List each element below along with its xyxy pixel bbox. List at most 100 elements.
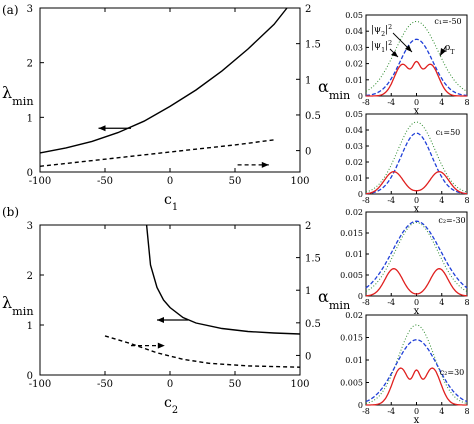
y-tick-label: 0.04 [345,126,363,135]
y2-axis-label: αmin [318,287,350,312]
y2-tick-label: 0.5 [305,319,321,330]
x-tick-label: 0 [414,196,419,205]
y2-tick-label: 1 [305,286,311,297]
arrow-head [261,161,269,168]
inset-legend: c₂=30 [440,368,465,377]
y-tick-label: 0 [27,371,33,382]
dotted-green-curve [365,21,468,92]
x-tick-label: 4 [439,196,444,205]
x-tick-label: -4 [387,407,395,416]
y-tick-label: 0.01 [345,174,363,183]
y2-tick-label: 0 [305,147,311,158]
solid-red-curve [365,268,468,297]
dotted-green-curve [365,221,468,292]
annot-psi2: |ψ2|2 [371,24,392,38]
series-line-solid [145,224,301,335]
y-tick-label: 0.005 [340,379,363,388]
x-tick-label: -8 [362,98,370,107]
panel-label: (b) [2,205,19,219]
series-line-dashed [104,335,301,368]
inset-legend: c₁=50 [436,128,461,137]
dashed-blue-curve [365,38,468,97]
y-tick-label: 2 [27,271,33,282]
y-tick-label: 0.01 [345,250,363,259]
y2-tick-label: 1.5 [305,40,321,51]
y-tick-label: 0.05 [345,11,363,20]
series-line-solid [39,7,288,154]
y-tick-label: 0.05 [345,110,363,119]
x-tick-label: -50 [97,176,113,187]
x-tick-label: 8 [464,196,469,205]
x-axis-label: x [414,306,420,317]
inset-legend: c₁=-50 [434,17,461,26]
arrow-head [157,317,164,323]
x-tick-label: 4 [439,98,444,107]
dotted-green-curve [365,121,468,193]
y-tick-label: 0 [358,92,363,101]
x-axis-label: c1 [164,192,178,213]
annot-arrow-head [405,45,412,52]
y-tick-label: 3 [27,221,33,232]
x-tick-label: -4 [387,98,395,107]
y-axis-label: λmin [2,83,34,108]
annot-arrow-head [391,51,398,57]
y-tick-label: 0.02 [345,158,363,167]
y-tick-label: 1 [27,321,33,332]
inset-frame [365,314,468,406]
x-tick-label: -8 [362,298,370,307]
y2-tick-label: 1 [305,75,311,86]
y-tick-label: 0.015 [340,229,363,238]
y-tick-label: 0.015 [340,334,363,343]
y-tick-label: 0 [358,401,363,410]
y-tick-label: 0 [358,190,363,199]
annot-rhoT: ρT [445,43,455,56]
x-tick-label: -100 [29,379,51,390]
x-tick-label: -50 [97,379,113,390]
dotted-green-curve [365,324,468,404]
x-tick-label: 50 [229,176,242,187]
y2-axis-label: αmin [318,77,350,102]
x-tick-label: 100 [290,176,309,187]
x-axis-label: x [414,106,420,117]
solid-red-curve [366,60,467,97]
dashed-blue-curve [366,132,467,195]
inset-legend: c₂=-30 [438,216,465,225]
x-tick-label: -8 [362,407,370,416]
x-tick-label: -4 [387,298,395,307]
y-tick-label: 0.02 [345,208,363,217]
x-tick-label: 0 [167,176,173,187]
annot-psi1: |ψ1|2 [371,40,392,54]
y-tick-label: 0.005 [340,271,363,280]
panel-label: (a) [2,3,19,17]
x-tick-label: 0 [414,98,419,107]
arrow-head [157,342,165,349]
y2-tick-label: 2 [305,221,311,232]
x-tick-label: 4 [439,407,444,416]
y-axis-label: λmin [2,293,34,318]
y-tick-label: 0.03 [345,142,363,151]
solid-red-curve [366,367,467,406]
x-tick-label: 8 [464,407,469,416]
y-tick-label: 3 [27,4,33,15]
x-tick-label: 4 [439,298,444,307]
y-tick-label: 1 [27,113,33,124]
inset-frame [365,14,468,97]
x-tick-label: 8 [464,298,469,307]
y-tick-label: 2 [27,59,33,70]
dashed-blue-curve [365,339,468,403]
x-tick-label: 50 [229,379,242,390]
arrow-head [98,125,106,132]
x-tick-label: 0 [414,407,419,416]
y2-tick-label: 1.5 [305,254,321,265]
y2-tick-label: 0.5 [305,111,321,122]
x-tick-label: -8 [362,196,370,205]
y-tick-label: 0.03 [345,43,363,52]
x-tick-label: 100 [290,379,309,390]
annot-arrow-head [440,48,446,56]
y-tick-label: 0 [358,292,363,301]
plot-frame [39,224,301,376]
x-tick-label: 0 [167,379,173,390]
y-tick-label: 0.01 [345,76,363,85]
y2-tick-label: 2 [305,4,311,15]
